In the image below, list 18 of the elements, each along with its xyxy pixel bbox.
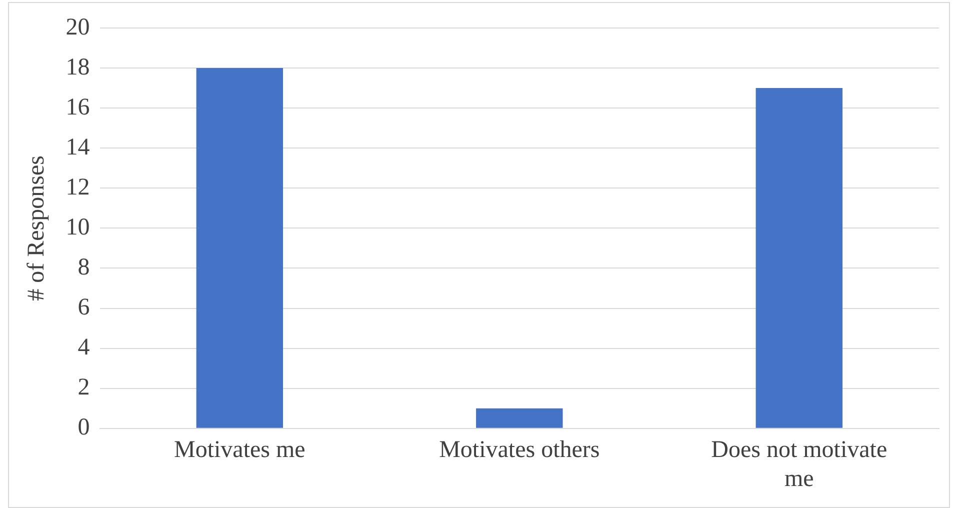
y-axis-title: # of Responses: [24, 156, 50, 301]
y-tick-label: 18: [66, 54, 90, 80]
x-tick-label: Motivates me: [174, 437, 306, 464]
bar: [476, 408, 563, 428]
y-tick-label: 20: [66, 14, 90, 40]
bar: [756, 88, 842, 428]
y-tick-label: 6: [78, 294, 90, 321]
y-tick-label: 2: [78, 374, 90, 401]
y-tick-label: 16: [66, 94, 90, 120]
y-tick-label: 0: [78, 414, 90, 441]
y-tick-label: 14: [66, 134, 90, 160]
y-tick-label: 8: [78, 254, 90, 281]
bar: [196, 68, 284, 428]
y-tick-label: 4: [78, 334, 90, 361]
y-tick-label: 10: [66, 214, 90, 240]
x-tick-label: Motivates others: [439, 437, 600, 464]
x-tick-label: Does not motivate me: [711, 437, 888, 492]
y-tick-label: 12: [66, 174, 90, 200]
